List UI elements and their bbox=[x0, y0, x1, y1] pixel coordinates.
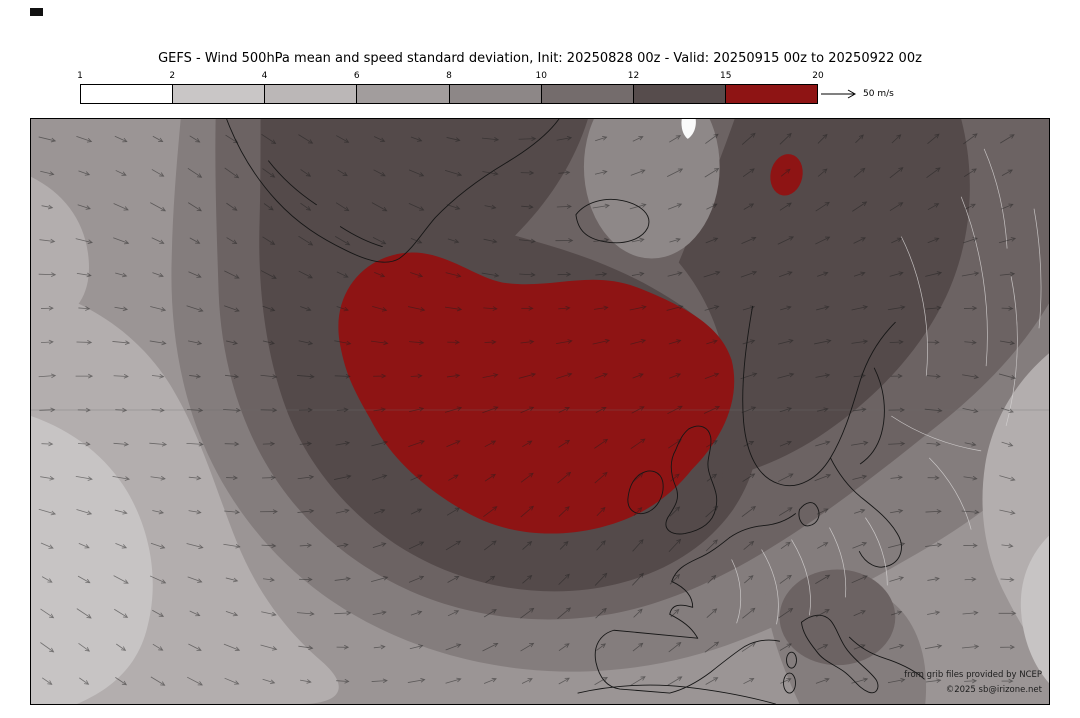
coast-adriatic bbox=[848, 636, 925, 680]
attribution-line1: from grib files provided by NCEP bbox=[904, 670, 1042, 680]
map-attribution: from grib files provided by NCEP ©2025 s… bbox=[904, 668, 1042, 698]
coast-sardinia bbox=[783, 672, 796, 694]
coast-greenland-fjords bbox=[268, 160, 383, 248]
stddev-shading bbox=[31, 119, 1049, 704]
colorbar-segment bbox=[449, 85, 542, 103]
coast-finland bbox=[859, 367, 885, 465]
coastlines bbox=[226, 119, 925, 704]
coast-france bbox=[669, 537, 731, 639]
coast-denmark bbox=[798, 502, 820, 527]
chart-title: GEFS - Wind 500hPa mean and speed standa… bbox=[158, 51, 922, 66]
colorbar-ticks: 1 2 4 6 8 10 12 15 20 bbox=[77, 71, 824, 84]
coast-iceland bbox=[575, 198, 650, 244]
colorbar-segment bbox=[265, 85, 358, 103]
coast-greenland bbox=[226, 119, 560, 263]
colorbar-segment bbox=[173, 85, 266, 103]
coast-baltic bbox=[829, 457, 902, 568]
reference-vector-label: 50 m/s bbox=[863, 89, 894, 99]
coast-corsica bbox=[786, 651, 797, 669]
wind-arrows-group bbox=[38, 132, 1017, 686]
colorbar-tick: 10 bbox=[535, 71, 547, 81]
reference-vector: 50 m/s bbox=[820, 84, 894, 104]
colorbar-segment bbox=[633, 85, 726, 103]
colorbar-segment bbox=[81, 85, 174, 103]
coast-great-britain bbox=[665, 425, 718, 535]
corner-mark bbox=[30, 8, 43, 16]
colorbar-tick: 1 bbox=[77, 71, 83, 81]
coast-africa bbox=[577, 684, 776, 704]
coast-north-sea bbox=[729, 513, 796, 539]
map-svg bbox=[31, 119, 1049, 704]
colorbar-tick: 6 bbox=[353, 71, 360, 81]
colorbar-tick: 12 bbox=[627, 71, 640, 81]
coast-italy bbox=[801, 614, 879, 694]
colorbar-bar bbox=[80, 84, 818, 104]
colorbar-tick: 8 bbox=[446, 71, 452, 81]
attribution-line2: ©2025 sb@irizone.net bbox=[945, 685, 1042, 695]
colorbar-segment bbox=[541, 85, 634, 103]
colorbar-tick: 4 bbox=[261, 71, 268, 81]
map-area: from grib files provided by NCEP ©2025 s… bbox=[30, 118, 1050, 705]
colorbar: 1 2 4 6 8 10 12 15 20 50 m/s bbox=[77, 71, 894, 104]
colorbar-segment bbox=[357, 85, 450, 103]
reference-arrow-icon bbox=[821, 89, 857, 99]
colorbar-tick: 20 bbox=[812, 71, 824, 81]
country-borders bbox=[731, 148, 1042, 625]
colorbar-tick: 15 bbox=[720, 71, 732, 81]
colorbar-segment bbox=[725, 85, 817, 103]
coast-ireland bbox=[627, 470, 664, 515]
colorbar-tick: 2 bbox=[169, 71, 176, 81]
